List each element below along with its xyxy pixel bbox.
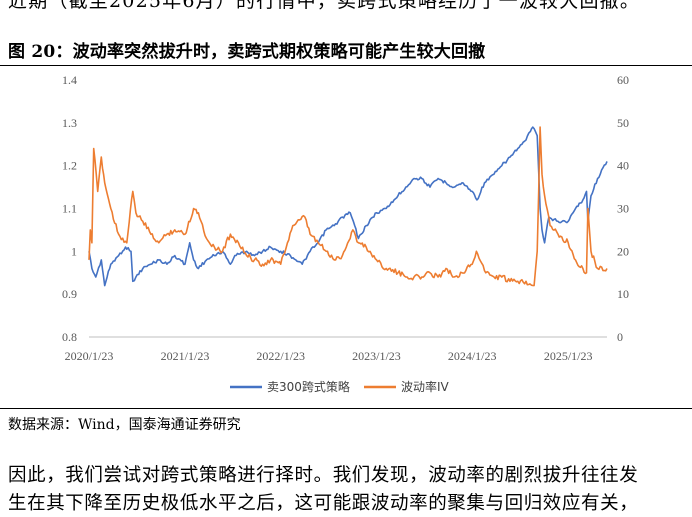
legend-label-iv: 波动率IV xyxy=(401,379,450,394)
body-text-line-1: 因此，我们尝试对跨式策略进行择时。我们发现，波动率的剧烈拔升往往发 xyxy=(8,465,639,486)
y-right-tick-label: 40 xyxy=(617,159,629,173)
y-right-tick-label: 20 xyxy=(617,244,629,258)
y-left-tick-label: 1 xyxy=(71,244,77,258)
preceding-text: 近期（截至2025年6月）的行情中，卖跨式策略经历了一波较大回撤。 xyxy=(8,0,641,12)
y-left-tick-label: 1.1 xyxy=(62,202,77,216)
x-tick-label: 2024/1/23 xyxy=(448,349,497,363)
legend: 卖300跨式策略 波动率IV xyxy=(230,379,450,394)
y-right-tick-label: 0 xyxy=(617,330,623,344)
y-left-tick-label: 1.3 xyxy=(62,116,77,130)
chart: 0.8 0.9 1 1.1 1.2 1.3 1.4 0 10 20 30 40 50 60 2020/1… xyxy=(62,73,629,394)
left-axis: 0.8 0.9 1 1.1 1.2 1.3 1.4 xyxy=(62,73,77,344)
source-note: 数据来源：Wind，国泰海通证券研究 xyxy=(8,417,241,433)
figure-title: 图 20：波动率突然拔升时，卖跨式期权策略可能产生较大回撤 xyxy=(8,42,486,62)
series-line-strategy xyxy=(88,126,608,287)
x-tick-label: 2023/1/23 xyxy=(352,349,401,363)
series-layer xyxy=(88,126,608,287)
x-tick-label: 2021/1/23 xyxy=(161,349,210,363)
y-right-tick-label: 10 xyxy=(617,287,629,301)
legend-label-strategy: 卖300跨式策略 xyxy=(267,379,350,394)
right-axis: 0 10 20 30 40 50 60 xyxy=(617,73,629,344)
y-right-tick-label: 60 xyxy=(617,73,629,87)
x-tick-label: 2025/1/23 xyxy=(544,349,593,363)
x-axis: 2020/1/23 2021/1/23 2022/1/23 2023/1/23 2024… xyxy=(65,349,593,363)
source-rule xyxy=(0,408,692,409)
y-left-tick-label: 0.8 xyxy=(62,330,77,344)
x-tick-label: 2020/1/23 xyxy=(65,349,114,363)
y-left-tick-label: 1.2 xyxy=(62,159,77,173)
y-right-tick-label: 30 xyxy=(617,202,629,216)
y-right-tick-label: 50 xyxy=(617,116,629,130)
y-left-tick-label: 1.4 xyxy=(62,73,77,87)
body-text-line-2: 生在其下降至历史极低水平之后，这可能跟波动率的聚集与回归效应有关， xyxy=(8,493,639,514)
series-line-iv xyxy=(88,126,608,287)
y-left-tick-label: 0.9 xyxy=(62,287,77,301)
title-rule xyxy=(0,65,692,66)
x-tick-label: 2022/1/23 xyxy=(256,349,305,363)
